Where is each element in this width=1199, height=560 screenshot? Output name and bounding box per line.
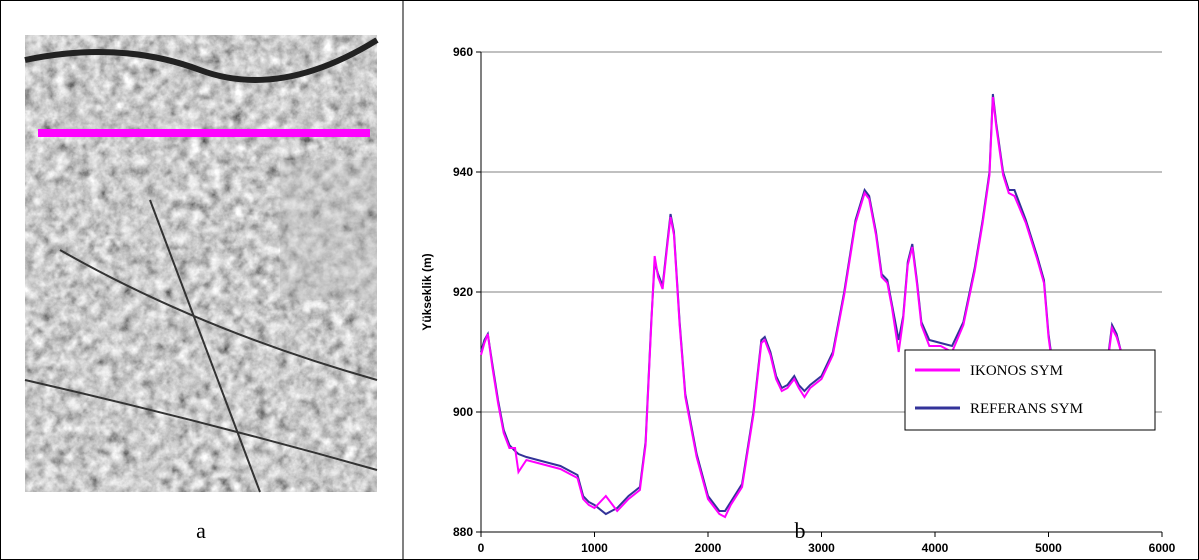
series-line: [481, 94, 1121, 514]
profile-line: [38, 129, 370, 137]
panel-label: b: [795, 518, 806, 543]
x-tick-label: 0: [478, 541, 485, 555]
series-line: [481, 97, 1121, 517]
y-tick-label: 880: [453, 525, 473, 539]
x-tick-label: 5000: [1035, 541, 1062, 555]
x-tick-label: 3000: [808, 541, 835, 555]
x-tick-label: 1000: [581, 541, 608, 555]
figure: a b 880 900 920 940 960 0 1000 2000 3000 4000 5000…: [0, 0, 1199, 560]
y-tick-label: 960: [453, 45, 473, 59]
chart: 880 900 920 940 960 0 1000 2000 3000 4000 5000 6000…: [420, 45, 1176, 560]
legend-label: IKONOS SYM: [970, 363, 1063, 379]
x-tick-label: 6000: [1149, 541, 1176, 555]
x-tick-label: 2000: [695, 541, 722, 555]
y-tick-label: 900: [453, 405, 473, 419]
satellite-image: [25, 35, 377, 492]
y-tick-label: 920: [453, 285, 473, 299]
legend: IKONOS SYM REFERANS SYM: [905, 350, 1155, 430]
y-axis-title: Yükseklik (m): [420, 253, 434, 330]
y-tick-label: 940: [453, 165, 473, 179]
legend-box: [905, 350, 1155, 430]
x-tick-label: 4000: [922, 541, 949, 555]
legend-label: REFERANS SYM: [970, 401, 1083, 417]
panel-label: a: [196, 518, 206, 543]
